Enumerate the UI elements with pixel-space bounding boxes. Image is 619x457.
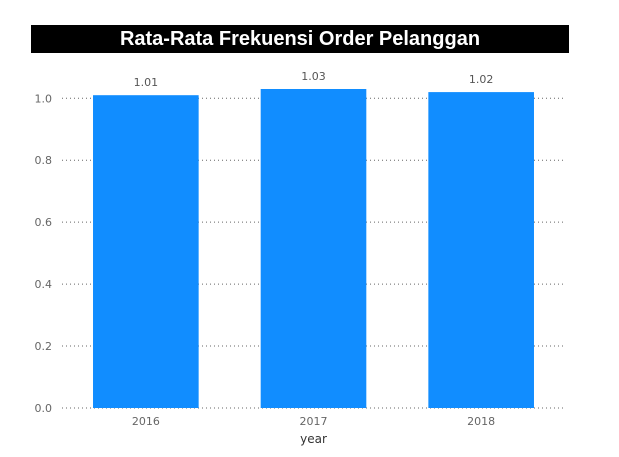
x-axis-title: year	[300, 432, 327, 446]
y-tick-label: 0.0	[35, 402, 53, 415]
chart-title: Rata-Rata Frekuensi Order Pelanggan	[31, 25, 569, 53]
bar[interactable]	[93, 95, 199, 408]
x-tick-label: 2018	[467, 415, 495, 428]
x-tick-label: 2017	[300, 415, 328, 428]
bars	[93, 89, 534, 409]
x-tick-label: 2016	[132, 415, 160, 428]
data-labels: 1.01 1.03 1.02	[134, 70, 494, 89]
x-axis: 2016 2017 2018	[132, 415, 495, 428]
y-tick-label: 0.8	[35, 154, 53, 167]
y-tick-label: 0.4	[35, 278, 53, 291]
y-tick-label: 1.0	[35, 92, 53, 105]
bar[interactable]	[428, 92, 534, 409]
data-label: 1.03	[301, 70, 326, 83]
y-tick-label: 0.2	[35, 340, 53, 353]
bar[interactable]	[260, 89, 367, 408]
data-label: 1.01	[134, 76, 159, 89]
data-label: 1.02	[469, 73, 494, 86]
y-axis: 0.0 0.2 0.4 0.6 0.8 1.0	[35, 92, 53, 415]
y-tick-label: 0.6	[35, 216, 53, 229]
